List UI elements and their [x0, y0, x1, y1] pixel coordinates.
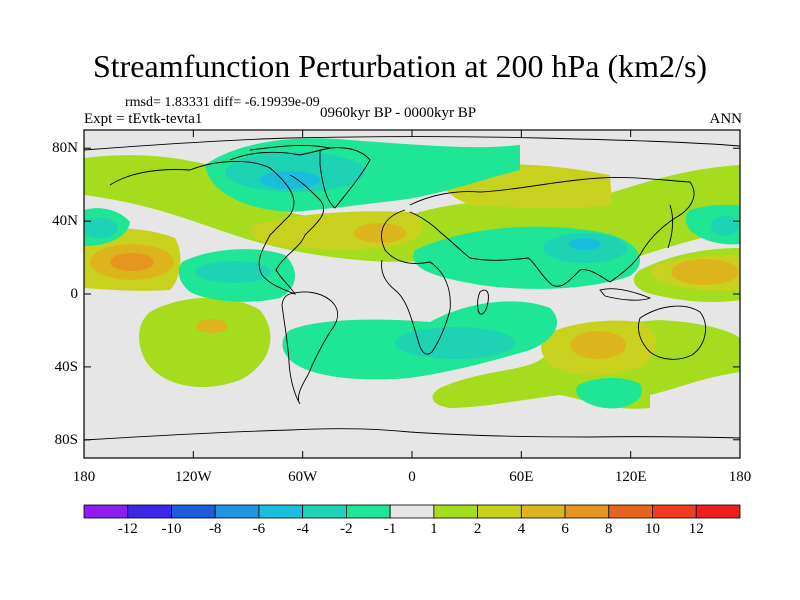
colorbar-level-label: -8 — [208, 521, 222, 537]
colorbar-level-label: 12 — [688, 521, 704, 537]
axis-ticks — [83, 130, 741, 458]
rmsd-diff-stats: rmsd= 1.83331 diff= -6.19939e-09 — [125, 95, 320, 110]
time-period-label: 0960kyr BP - 0000kyr BP — [320, 105, 477, 121]
cyan-2-4-cores — [84, 152, 739, 359]
season-label: ANN — [709, 111, 743, 127]
experiment-label: Expt = tEvtk-tevta1 — [84, 111, 203, 127]
colorbar-swatch — [258, 504, 304, 519]
x-tick-label: 120W — [174, 469, 212, 485]
y-tick-label: 40S — [54, 358, 78, 375]
colorbar-swatch — [302, 504, 347, 519]
x-tick-label: 120E — [614, 469, 647, 485]
colorbar-swatch — [564, 504, 610, 519]
colorbar-swatch — [345, 504, 391, 519]
colorbar-swatch — [433, 504, 479, 519]
coastlines — [84, 136, 740, 441]
colorbar-swatch — [127, 504, 172, 519]
x-tick-label: 180 — [728, 469, 752, 485]
colorbar-level-label: -4 — [296, 521, 309, 537]
y-tick-label: 80S — [54, 431, 78, 448]
colorbar-level-label: 4 — [517, 521, 526, 537]
colorbar-level-label: -12 — [117, 521, 138, 537]
colorbar-swatch — [389, 504, 435, 519]
x-tick-label: 0 — [408, 469, 416, 485]
colorbar-level-label: 1 — [430, 521, 438, 537]
orange-4-8-centers — [90, 223, 739, 359]
colorbar-level-label: -10 — [161, 521, 182, 537]
x-tick-label: 60W — [288, 469, 318, 485]
colorbar-level-label: 6 — [561, 521, 569, 537]
colorbar-swatch — [608, 504, 653, 519]
y-tick-label: 80N — [52, 140, 78, 157]
x-tick-label: 60E — [509, 469, 534, 485]
colorbar-swatch — [214, 504, 260, 519]
x-tick-label: 180 — [72, 469, 96, 485]
y-tick-label: 40N — [52, 213, 78, 230]
colorbar-level-label: -6 — [252, 521, 266, 537]
colorbar-level-label: -1 — [383, 521, 397, 537]
colorbar-level-label: 8 — [605, 521, 613, 537]
colorbar-level-label: 10 — [645, 521, 661, 537]
colorbar-swatch — [652, 504, 697, 519]
y-tick-label: 0 — [70, 286, 79, 302]
colorbar-swatch — [520, 504, 566, 519]
map-title: Streamfunction Perturbation at 200 hPa (… — [92, 48, 708, 84]
colorbar — [83, 504, 741, 519]
colorbar-swatch — [477, 504, 522, 519]
colorbar-level-label: 2 — [473, 521, 482, 537]
colorbar-swatch — [695, 504, 741, 519]
field-layer — [84, 138, 740, 409]
colorbar-swatch — [171, 504, 216, 519]
colorbar-swatch — [83, 504, 129, 519]
colorbar-level-label: -2 — [340, 521, 353, 537]
